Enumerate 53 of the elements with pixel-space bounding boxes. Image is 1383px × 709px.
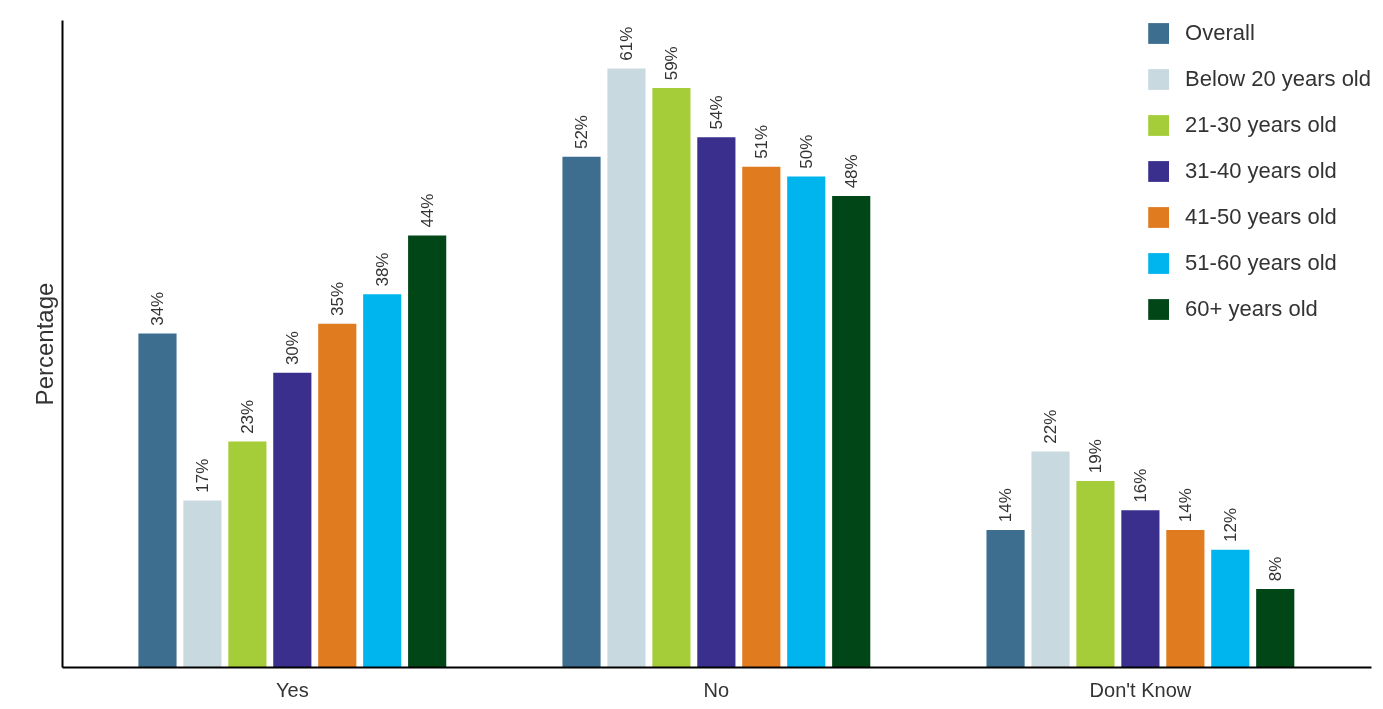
bar <box>228 441 267 668</box>
bar <box>318 323 357 668</box>
data-label: 48% <box>841 154 861 189</box>
bar <box>1076 480 1115 668</box>
bar <box>183 500 222 668</box>
bar <box>652 88 691 668</box>
data-label: 17% <box>192 458 212 493</box>
data-label: 30% <box>282 331 302 366</box>
bar <box>832 196 871 668</box>
bar <box>1166 530 1205 668</box>
bar <box>1121 510 1160 668</box>
legend-label: 41-50 years old <box>1185 204 1337 230</box>
bar <box>562 156 601 668</box>
bar <box>986 530 1025 668</box>
bar <box>1256 588 1295 668</box>
bar <box>138 333 177 668</box>
legend-label: 51-60 years old <box>1185 250 1337 276</box>
bar <box>1031 451 1070 668</box>
bar <box>363 294 402 668</box>
data-label: 23% <box>237 399 257 434</box>
data-label: 19% <box>1085 439 1105 474</box>
data-label: 50% <box>796 134 816 169</box>
data-label: 51% <box>751 124 771 159</box>
data-label: 12% <box>1220 507 1240 542</box>
data-label: 35% <box>327 281 347 316</box>
legend-label: 31-40 years old <box>1185 158 1337 184</box>
bar <box>742 166 781 668</box>
data-label: 22% <box>1041 409 1060 444</box>
data-label: 16% <box>1130 468 1150 503</box>
data-label: 54% <box>706 95 726 130</box>
data-label: 34% <box>147 291 167 326</box>
bar <box>607 68 646 668</box>
data-label: 44% <box>417 193 437 228</box>
bar <box>1211 549 1250 668</box>
legend-label: Below 20 years old <box>1185 66 1371 92</box>
x-tick-label: Yes <box>276 678 309 701</box>
data-label: 38% <box>372 252 392 287</box>
data-label: 61% <box>616 26 636 61</box>
legend-label: 60+ years old <box>1185 296 1318 322</box>
bar <box>273 372 312 668</box>
bar <box>697 137 736 668</box>
y-axis-title: Percentage <box>30 282 58 406</box>
legend-label: 21-30 years old <box>1185 112 1337 138</box>
x-tick-label: No <box>703 678 730 701</box>
data-label: 59% <box>661 46 681 81</box>
bar <box>787 176 826 668</box>
data-label: 14% <box>996 488 1016 523</box>
data-label: 8% <box>1265 556 1285 582</box>
x-tick-label: Don't Know <box>1089 678 1192 701</box>
data-label: 14% <box>1175 488 1195 523</box>
bar <box>408 235 447 668</box>
data-label: 52% <box>572 115 592 150</box>
legend-label: Overall <box>1185 20 1255 46</box>
